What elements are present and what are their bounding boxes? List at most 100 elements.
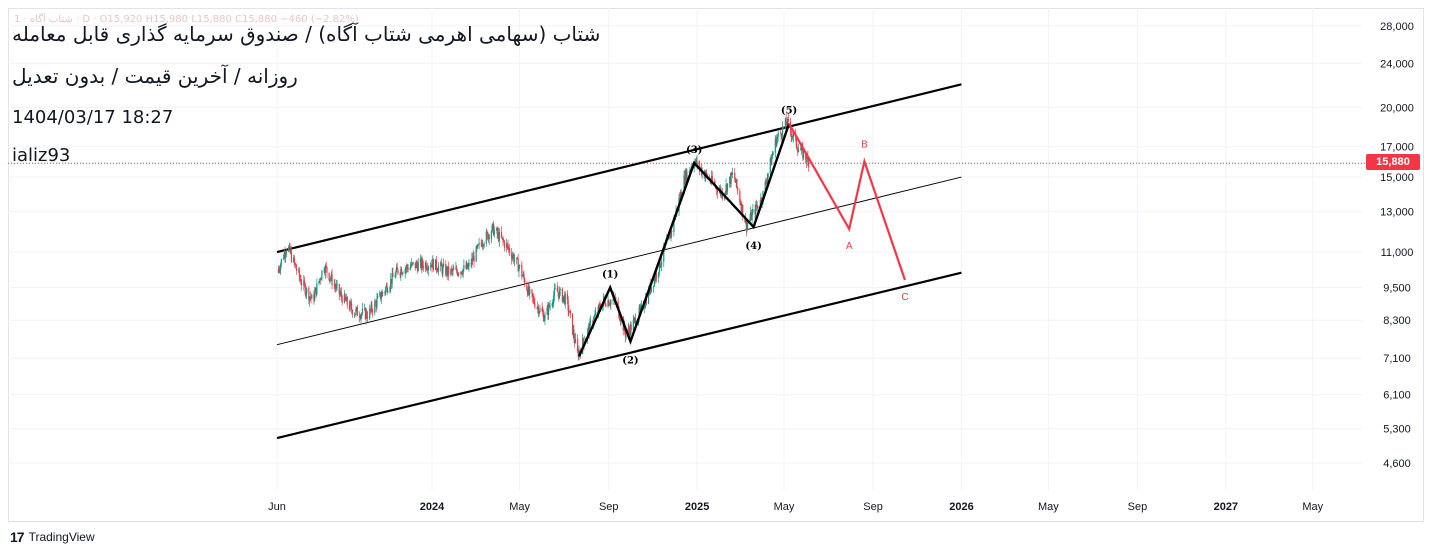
candle-body <box>294 262 296 265</box>
candle-body <box>422 265 424 269</box>
candle-body <box>562 296 564 302</box>
candle-body <box>797 149 800 153</box>
candle-body <box>593 316 595 322</box>
candle-body <box>519 264 521 268</box>
time-axis[interactable]: Jun 2024 May Sep 2025 May Sep 2026 May Sep 2027 May <box>268 501 1324 513</box>
candle-body <box>391 272 393 284</box>
chart-title: شتاب (سهامی اهرمی شتاب آگاه) / صندوق سرم… <box>12 22 601 46</box>
candle-body <box>551 303 553 306</box>
candle-body <box>790 131 792 137</box>
candle-body <box>480 242 482 244</box>
candle-body <box>737 187 739 192</box>
candle-body <box>524 279 526 285</box>
candle-body <box>349 302 351 310</box>
correction-wave-line <box>788 123 907 281</box>
candle-body <box>385 285 387 288</box>
candle-body <box>417 262 419 271</box>
candle-body <box>609 304 611 306</box>
candle-body <box>742 204 744 217</box>
candle-body <box>411 262 413 267</box>
candle-body <box>502 237 504 241</box>
candle-body <box>608 300 610 306</box>
candle-body <box>351 309 353 315</box>
candle-body <box>293 257 295 262</box>
candle-body <box>284 252 286 257</box>
x-tick-label: 2026 <box>949 501 973 513</box>
candle-body <box>508 247 510 249</box>
candle-body <box>329 278 332 280</box>
candle-body <box>512 255 514 257</box>
candle-body <box>802 146 804 159</box>
candle-body <box>374 301 377 303</box>
candle-body <box>526 284 528 291</box>
candle-body <box>573 329 575 339</box>
candle-body <box>594 314 596 317</box>
candle-body <box>475 246 477 262</box>
price-axis[interactable]: 4,600 5,300 6,100 7,100 8,300 9,500 11,000 13,0… <box>1380 21 1414 470</box>
candle-body <box>330 274 332 279</box>
y-tick-label: 11,000 <box>1381 247 1414 259</box>
x-tick-label: Sep <box>863 501 883 513</box>
x-tick-label: May <box>1302 501 1323 513</box>
candle-body <box>680 192 682 197</box>
candle-body <box>346 297 348 305</box>
candle-body <box>792 133 795 137</box>
candle-body <box>548 304 550 307</box>
candle-body <box>684 175 686 183</box>
wave-label: (4) <box>745 241 761 252</box>
candle-body <box>527 285 529 296</box>
candle-body <box>561 288 563 302</box>
candle-body <box>776 136 779 139</box>
candle-body <box>372 310 374 313</box>
candle-body <box>779 132 781 134</box>
candle-body <box>385 287 387 292</box>
candle-body <box>440 262 443 267</box>
candle-body <box>481 243 483 247</box>
candle-body <box>745 218 747 231</box>
candle-body <box>371 304 373 311</box>
channel-lower-line <box>276 271 962 440</box>
candle-body <box>802 151 805 159</box>
candle-body <box>639 308 641 310</box>
candle-body <box>746 224 748 231</box>
candle-body <box>315 287 317 295</box>
candle-body <box>288 245 290 248</box>
candle-body <box>506 243 508 245</box>
tradingview-footer[interactable]: 17 TradingView <box>10 529 95 545</box>
candle-body <box>787 118 789 126</box>
y-tick-label: 4,600 <box>1383 458 1411 470</box>
candle-body <box>582 338 584 342</box>
candle-body <box>548 304 550 315</box>
candle-body <box>644 305 646 308</box>
candle-body <box>683 175 685 195</box>
candle-body <box>379 292 382 300</box>
candle-body <box>290 251 292 253</box>
candle-body <box>410 266 412 267</box>
candle-body <box>751 212 753 220</box>
candle-body <box>314 292 316 301</box>
candle-body <box>771 154 774 158</box>
chart-author: ializ93 <box>12 145 71 166</box>
impulse-wave-line <box>577 123 791 357</box>
candle-body <box>659 259 661 267</box>
candle-body <box>800 146 802 151</box>
candle-body <box>679 197 681 200</box>
candle-body <box>310 297 312 299</box>
candle-body <box>282 258 285 260</box>
channel-upper-line <box>276 83 962 254</box>
candle-body <box>466 263 468 269</box>
candle-body <box>739 202 742 205</box>
candle-body <box>605 304 607 307</box>
candle-body <box>318 281 320 284</box>
candle-body <box>436 268 438 271</box>
candlestick-series <box>277 113 810 361</box>
candle-body <box>324 265 327 274</box>
candle-body <box>395 267 398 272</box>
candle-body <box>607 300 609 307</box>
candle-body <box>432 259 434 268</box>
y-tick-label: 7,100 <box>1383 353 1411 365</box>
candle-body <box>705 171 707 176</box>
candle-body <box>663 247 665 262</box>
candle-body <box>389 287 391 292</box>
